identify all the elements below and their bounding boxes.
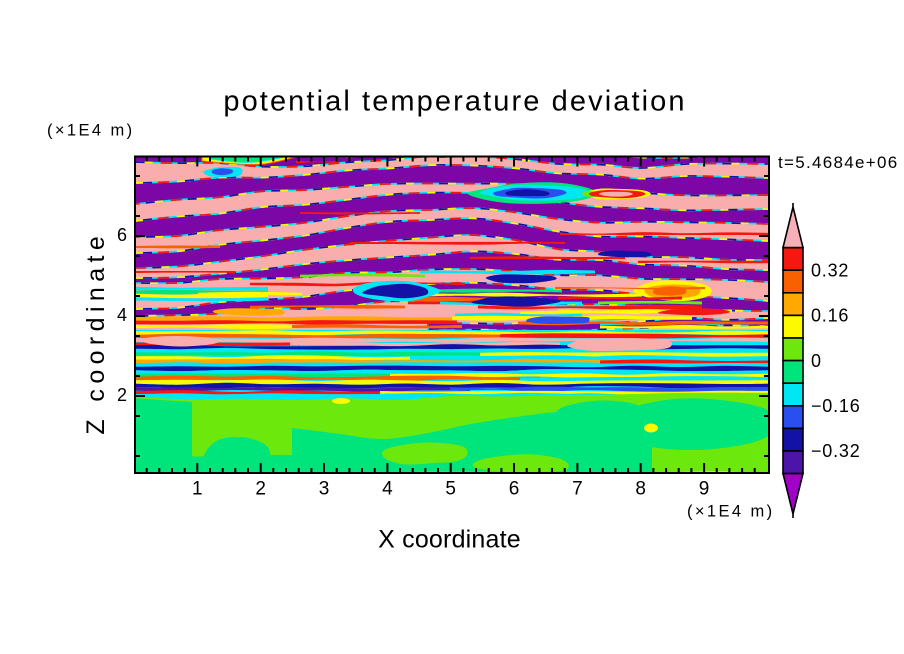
- svg-text:4: 4: [117, 305, 127, 325]
- svg-text:9: 9: [699, 479, 710, 500]
- svg-text:t=5.4684e+06: t=5.4684e+06: [778, 153, 899, 172]
- svg-text:4: 4: [382, 479, 393, 500]
- svg-text:8: 8: [635, 479, 646, 500]
- svg-text:Z coordinate: Z coordinate: [82, 231, 110, 435]
- svg-text:potential temperature deviatio: potential temperature deviation: [223, 86, 686, 118]
- svg-text:−0.32: −0.32: [811, 441, 861, 461]
- svg-text:0: 0: [811, 351, 822, 371]
- svg-text:0.16: 0.16: [811, 306, 849, 326]
- svg-text:0.32: 0.32: [811, 260, 849, 280]
- svg-text:2: 2: [117, 385, 127, 405]
- svg-text:6: 6: [117, 225, 127, 245]
- svg-text:−0.16: −0.16: [811, 396, 861, 416]
- svg-text:1: 1: [192, 479, 203, 500]
- svg-text:7: 7: [572, 479, 583, 500]
- svg-text:2: 2: [255, 479, 266, 500]
- svg-text:5: 5: [445, 479, 456, 500]
- svg-text:(×1E4 m): (×1E4 m): [687, 503, 775, 521]
- svg-text:X coordinate: X coordinate: [378, 526, 521, 554]
- svg-text:6: 6: [509, 479, 520, 500]
- svg-text:(×1E4 m): (×1E4 m): [47, 122, 135, 140]
- svg-text:3: 3: [319, 479, 330, 500]
